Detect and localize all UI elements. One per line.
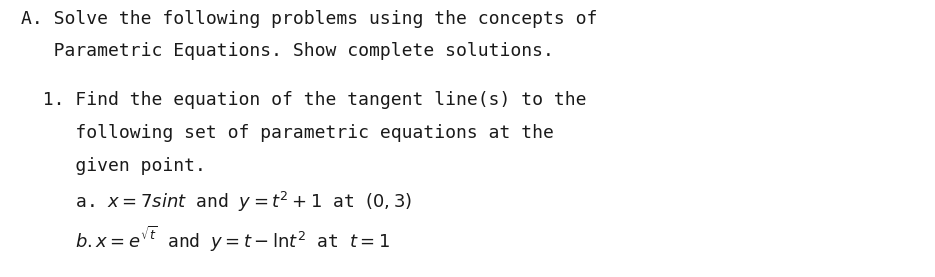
Text: Parametric Equations. Show complete solutions.: Parametric Equations. Show complete solu… bbox=[21, 42, 554, 60]
Text: a. $x = 7sint$ and $y = t^2 + 1$ at $(0,3)$: a. $x = 7sint$ and $y = t^2 + 1$ at $(0,… bbox=[21, 189, 411, 214]
Text: $b.x = e^{\sqrt{t}}$ and $y = t - \mathrm{ln}t^2$ at $t = 1$: $b.x = e^{\sqrt{t}}$ and $y = t - \mathr… bbox=[21, 225, 390, 254]
Text: 1. Find the equation of the tangent line(s) to the: 1. Find the equation of the tangent line… bbox=[21, 91, 586, 109]
Text: given point.: given point. bbox=[21, 157, 206, 175]
Text: following set of parametric equations at the: following set of parametric equations at… bbox=[21, 124, 554, 142]
Text: A. Solve the following problems using the concepts of: A. Solve the following problems using th… bbox=[21, 10, 597, 28]
